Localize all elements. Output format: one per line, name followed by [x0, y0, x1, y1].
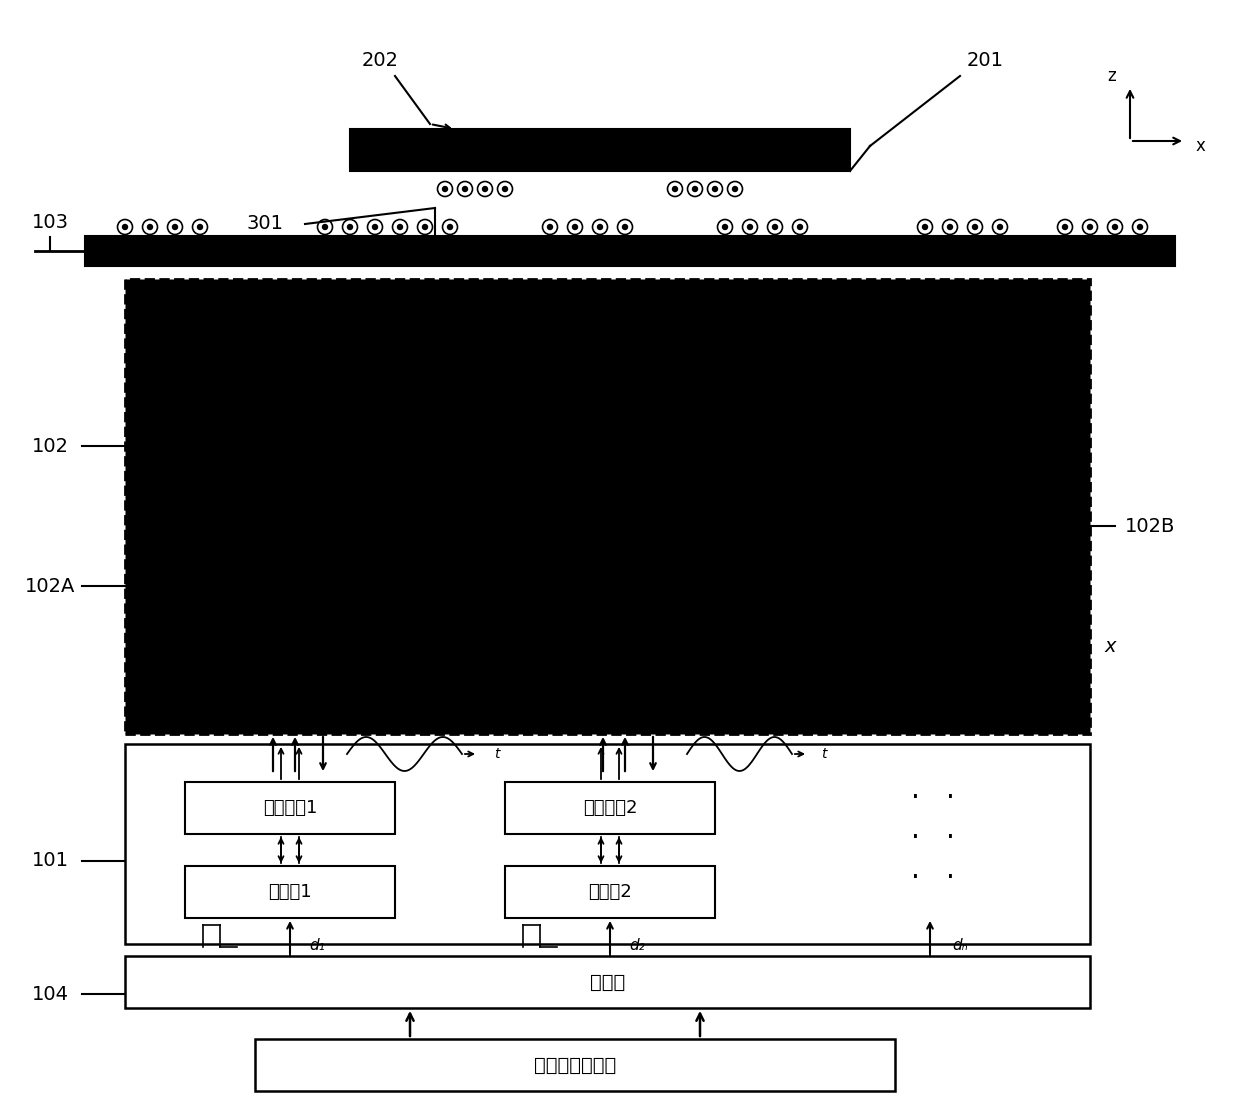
Circle shape	[123, 225, 128, 229]
Text: 103: 103	[31, 214, 68, 232]
Circle shape	[502, 186, 507, 192]
Circle shape	[723, 225, 728, 229]
Text: 补唇网的2: 补唇网的2	[583, 799, 637, 817]
Circle shape	[672, 186, 677, 192]
Circle shape	[692, 186, 697, 192]
Circle shape	[773, 225, 777, 229]
Circle shape	[1112, 225, 1117, 229]
Circle shape	[423, 225, 428, 229]
Text: ·: ·	[910, 864, 919, 892]
Bar	[125, 744, 1090, 944]
Circle shape	[733, 186, 738, 192]
Bar	[185, 783, 396, 834]
Circle shape	[1087, 225, 1092, 229]
Text: dₙ: dₙ	[952, 937, 968, 952]
Circle shape	[1063, 225, 1068, 229]
Circle shape	[398, 225, 403, 229]
Circle shape	[1137, 225, 1142, 229]
Text: ·: ·	[946, 784, 955, 812]
Circle shape	[713, 186, 718, 192]
Circle shape	[482, 186, 487, 192]
Bar	[185, 866, 396, 918]
Text: 102B: 102B	[1125, 516, 1176, 536]
Circle shape	[748, 225, 753, 229]
Text: i₂: i₂	[671, 717, 680, 731]
Text: 逆变器1: 逆变器1	[268, 883, 311, 901]
Text: z: z	[1107, 67, 1116, 85]
Text: t: t	[495, 747, 500, 761]
Text: 补唇网的1: 补唇网的1	[263, 799, 317, 817]
Circle shape	[997, 225, 1002, 229]
Circle shape	[972, 225, 977, 229]
Bar	[505, 866, 715, 918]
Circle shape	[197, 225, 202, 229]
Text: 102A: 102A	[25, 576, 76, 595]
Circle shape	[463, 186, 467, 192]
Text: 逆变器2: 逆变器2	[588, 883, 632, 901]
Text: 201: 201	[966, 52, 1003, 70]
Text: d₁: d₁	[309, 937, 325, 952]
Text: ·: ·	[910, 824, 919, 852]
Bar	[350, 129, 849, 171]
Circle shape	[443, 186, 448, 192]
Bar	[505, 783, 715, 834]
Text: 原副边反馈信息: 原副边反馈信息	[534, 1055, 616, 1074]
Bar	[125, 279, 1090, 734]
Circle shape	[322, 225, 327, 229]
Circle shape	[448, 225, 453, 229]
Text: 控制器: 控制器	[590, 972, 625, 992]
Text: ·: ·	[946, 824, 955, 852]
Text: ·: ·	[910, 784, 919, 812]
Text: x: x	[1195, 137, 1205, 155]
Text: 202: 202	[362, 52, 398, 70]
Circle shape	[622, 225, 627, 229]
Text: x: x	[1105, 637, 1116, 655]
Circle shape	[797, 225, 802, 229]
Circle shape	[372, 225, 377, 229]
Text: 101: 101	[31, 852, 68, 870]
Text: 104: 104	[31, 984, 68, 1004]
Bar	[125, 956, 1090, 1008]
Text: 102: 102	[31, 436, 68, 456]
Bar	[255, 1039, 895, 1091]
Circle shape	[947, 225, 952, 229]
Circle shape	[573, 225, 578, 229]
Text: t: t	[821, 747, 827, 761]
Circle shape	[548, 225, 553, 229]
Text: 301: 301	[247, 215, 284, 233]
Circle shape	[148, 225, 153, 229]
Text: ·: ·	[946, 864, 955, 892]
Circle shape	[347, 225, 352, 229]
Circle shape	[923, 225, 928, 229]
Circle shape	[598, 225, 603, 229]
Bar	[86, 236, 1176, 266]
Circle shape	[172, 225, 177, 229]
Text: d₂: d₂	[629, 937, 645, 952]
